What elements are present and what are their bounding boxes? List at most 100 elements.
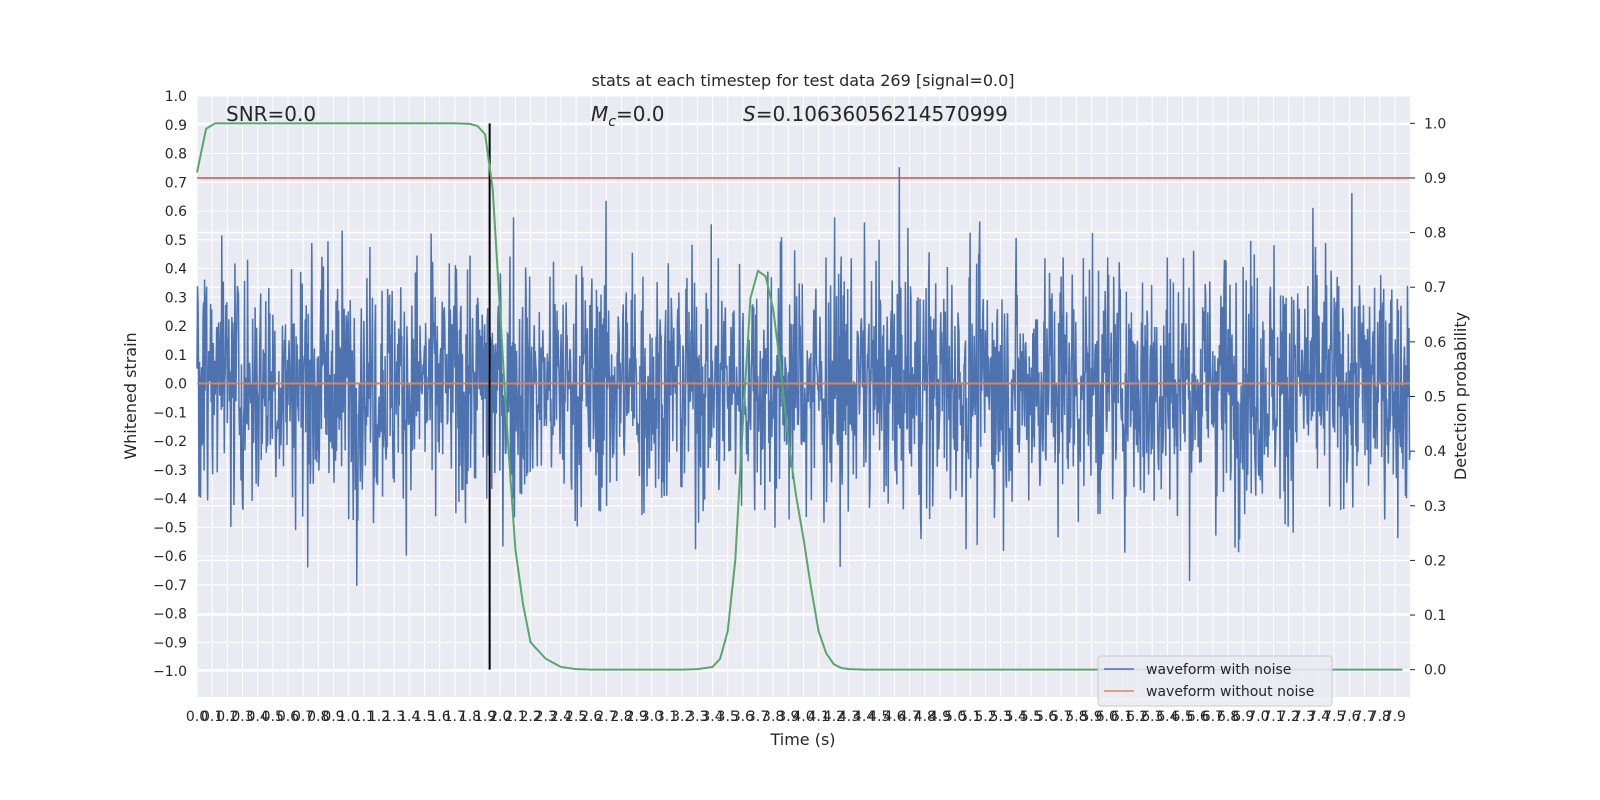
x-tick-label: 6.8: [1217, 709, 1239, 725]
x-tick-label: 2.5: [565, 709, 587, 725]
x-tick-label: 6.5: [1171, 709, 1193, 725]
left-y-tick-label: 0.1: [165, 348, 187, 364]
x-tick-label: 6.7: [1202, 709, 1224, 725]
x-tick-label: 6.6: [1187, 709, 1209, 725]
x-tick-label: 3.6: [732, 709, 754, 725]
legend: waveform with noise waveform without noi…: [1097, 655, 1333, 707]
x-tick-label: 4.8: [914, 709, 936, 725]
x-tick-label: 4.1: [808, 709, 830, 725]
x-tick-label: 4.6: [883, 709, 905, 725]
x-tick-label: 1.5: [413, 709, 435, 725]
right-y-tick-label: 0.7: [1424, 280, 1446, 296]
left-y-tick-label: −0.3: [153, 463, 187, 479]
right-y-tick-label: 0.3: [1424, 499, 1446, 515]
x-tick-label: 7.3: [1293, 709, 1315, 725]
right-y-tick-label: 0.2: [1424, 553, 1446, 569]
x-tick-label: 4.2: [823, 709, 845, 725]
right-y-tick-label: 0.8: [1424, 226, 1446, 242]
x-tick-label: 7.4: [1308, 709, 1330, 725]
x-tick-label: 2.4: [550, 709, 572, 725]
x-tick-label: 6.3: [1141, 709, 1163, 725]
x-tick-label: 5.5: [1020, 709, 1042, 725]
x-tick-label: 3.9: [777, 709, 799, 725]
legend-label-noisy: waveform with noise: [1146, 662, 1291, 678]
chirp-mass-value: =0.0: [616, 102, 665, 126]
chart-title: stats at each timestep for test data 269…: [591, 71, 1014, 90]
x-tick-label: 7.1: [1262, 709, 1284, 725]
x-tick-label: 4.4: [853, 709, 875, 725]
left-y-tick-labels: −1.0 −0.9 −0.8 −0.7 −0.6 −0.5 −0.4 −0.3 −0.2 −0.1…: [153, 89, 187, 680]
left-y-tick-label: 0.7: [165, 175, 187, 191]
x-tick-label: 0.4: [247, 709, 269, 725]
x-tick-labels: 0.00.10.20.30.40.50.60.70.80.91.01.11.21…: [186, 709, 1406, 725]
x-axis-label: Time (s): [769, 730, 835, 749]
x-tick-label: 1.8: [459, 709, 481, 725]
waveform-with-noise-series: [196, 167, 1411, 586]
left-y-tick-label: 0.8: [165, 147, 187, 163]
left-y-tick-label: −0.7: [153, 578, 187, 594]
x-tick-label: 2.2: [519, 709, 541, 725]
left-y-tick-label: 0.2: [165, 319, 187, 335]
left-y-tick-label: −0.8: [153, 607, 187, 623]
left-y-tick-label: 0.3: [165, 290, 187, 306]
x-tick-label: 1.1: [353, 709, 375, 725]
x-tick-label: 0.0: [186, 709, 208, 725]
x-tick-label: 7.2: [1278, 709, 1300, 725]
x-tick-label: 5.2: [974, 709, 996, 725]
x-tick-label: 3.1: [656, 709, 678, 725]
x-tick-label: 5.8: [1065, 709, 1087, 725]
left-y-tick-label: 1.0: [165, 89, 187, 105]
x-tick-label: 7.5: [1323, 709, 1345, 725]
left-y-tick-label: −0.4: [153, 492, 187, 508]
left-y-tick-label: 0.0: [165, 377, 187, 393]
chirp-mass-symbol: M: [591, 102, 608, 126]
x-tick-label: 7.9: [1384, 709, 1406, 725]
x-tick-label: 2.6: [580, 709, 602, 725]
x-tick-label: 0.6: [277, 709, 299, 725]
x-tick-label: 2.0: [489, 709, 511, 725]
left-y-tick-label: 0.4: [165, 262, 187, 278]
left-y-axis-label: Whitened strain: [121, 332, 140, 459]
left-y-tick-label: −0.2: [153, 434, 187, 450]
x-tick-label: 4.0: [792, 709, 814, 725]
statistic-value: =0.10636056214570999: [756, 102, 1008, 126]
x-tick-label: 0.9: [322, 709, 344, 725]
x-tick-label: 0.1: [201, 709, 223, 725]
x-tick-label: 3.0: [641, 709, 663, 725]
x-tick-label: 2.3: [535, 709, 557, 725]
left-y-tick-label: −0.1: [153, 405, 187, 421]
left-y-tick-label: 0.6: [165, 204, 187, 220]
right-y-tick-label: 0.4: [1424, 444, 1446, 460]
y-gridlines: [197, 95, 1410, 672]
x-tick-label: 5.7: [1050, 709, 1072, 725]
x-tick-label: 7.6: [1338, 709, 1360, 725]
left-y-tick-label: 0.5: [165, 233, 187, 249]
x-tick-label: 3.8: [762, 709, 784, 725]
x-tick-label: 0.8: [307, 709, 329, 725]
right-y-tick-label: 0.6: [1424, 335, 1446, 351]
x-tick-label: 3.5: [717, 709, 739, 725]
noisy-waveform-path: [196, 167, 1411, 586]
left-y-tick-label: −0.5: [153, 520, 187, 536]
x-tick-label: 0.2: [216, 709, 238, 725]
x-tick-label: 4.7: [899, 709, 921, 725]
right-y-tick-label: 0.0: [1424, 663, 1446, 679]
detection-probability-line: [196, 122, 1403, 671]
x-tick-label: 5.4: [1005, 709, 1027, 725]
x-tick-label: 4.5: [868, 709, 890, 725]
statistic-symbol: S: [743, 102, 756, 126]
snr-annotation: SNR=0.0: [226, 102, 316, 126]
x-tick-label: 6.4: [1156, 709, 1178, 725]
x-tick-label: 6.1: [1111, 709, 1133, 725]
x-tick-label: 6.2: [1126, 709, 1148, 725]
x-tick-label: 5.3: [989, 709, 1011, 725]
x-tick-label: 1.7: [444, 709, 466, 725]
left-y-tick-label: 0.9: [165, 118, 187, 134]
x-tick-label: 6.9: [1232, 709, 1254, 725]
x-tick-label: 4.3: [838, 709, 860, 725]
right-y-tick-labels: 0.0 0.1 0.2 0.3 0.4 0.5 0.6 0.7 0.8 0.9 1.0: [1410, 116, 1446, 679]
x-tick-label: 1.0: [337, 709, 359, 725]
x-tick-label: 1.4: [398, 709, 420, 725]
x-tick-label: 3.2: [671, 709, 693, 725]
